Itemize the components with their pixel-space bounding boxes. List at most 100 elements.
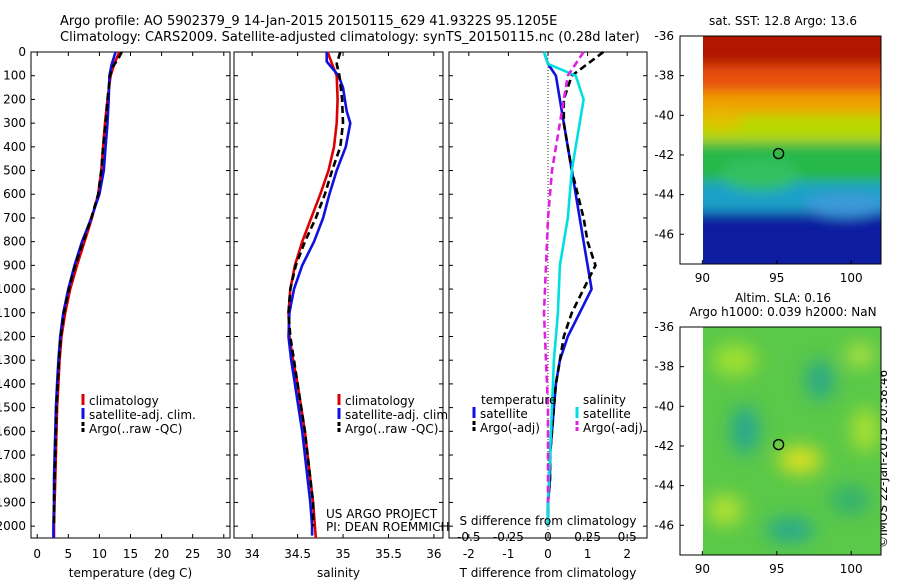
x-tick-label: 5 [64, 547, 72, 561]
sla-map-title-1: Altim. SLA: 0.16 [735, 291, 831, 305]
argo-location-marker [772, 438, 785, 451]
x-axis-label: T difference from climatology [459, 566, 637, 580]
sst-map-image [703, 36, 881, 264]
x-tick-label: 10 [92, 547, 107, 561]
map-x-tick-label: 100 [840, 562, 863, 576]
x-axis-label: salinity [317, 566, 360, 580]
y-tick-label: 1500 [0, 401, 26, 415]
temp-series-2 [52, 51, 123, 527]
s-axis-label: S difference from climatology [460, 514, 637, 528]
sla-map-image [703, 327, 881, 555]
map-y-tick-label: -40 [654, 108, 674, 122]
y-tick-label: 1000 [0, 282, 26, 296]
legend-label: Argo(..raw -QC) [345, 422, 438, 436]
y-tick-label: 1800 [0, 472, 26, 486]
map-x-tick-label: 95 [769, 562, 784, 576]
map-panel-2: 90 95 100 -36 -38 -40 -42 -44 -46 Altim. SLA: 0.1… [654, 291, 882, 576]
legend-label: satellite [480, 407, 528, 421]
profile-panel-2: 34 34.5 35 35.5 36 salinity climatologysatelli… [233, 51, 452, 580]
map-y-tick-label: -36 [654, 29, 674, 43]
x-tick-label: 36 [426, 547, 441, 561]
x-tick-label: 2 [623, 547, 631, 561]
x-tick-label: 20 [154, 547, 169, 561]
project-line-1: US ARGO PROJECT [326, 507, 438, 521]
map-panel-1: 90 95 100 -36 -38 -40 -42 -44 -46 sat. SST: 12.8 … [654, 14, 882, 285]
legend-label: Argo(-adj) [583, 421, 643, 435]
x-tick-label: 0 [33, 547, 41, 561]
sst-map-title: sat. SST: 12.8 Argo: 13.6 [709, 14, 857, 28]
map-y-tick-label: -46 [654, 518, 674, 532]
argo-location-marker [772, 147, 785, 160]
plot-frame [30, 51, 231, 539]
diff-series-2 [542, 51, 585, 527]
y-tick-label: 1900 [0, 495, 26, 509]
y-tick-label: 2000 [0, 519, 26, 533]
sal-series-1 [287, 52, 352, 536]
x-tick-label: 30 [216, 547, 231, 561]
legend-label: satellite-adj. clim. [89, 408, 196, 422]
profile-panel-3: -2 -1 0 1 2 T difference from climatology -0.5… [448, 50, 648, 580]
legend-label: climatology [345, 394, 415, 408]
s-tick-label: 0.25 [574, 530, 601, 544]
legend-label: Argo(-adj) [480, 421, 540, 435]
legend-label: satellite [583, 407, 631, 421]
x-tick-label: 0 [544, 547, 552, 561]
x-tick-label: 34 [245, 547, 260, 561]
y-tick-label: 1300 [0, 353, 26, 367]
map-x-tick-label: 90 [695, 271, 710, 285]
map-frame [679, 326, 882, 556]
sal-series-2 [287, 51, 345, 527]
y-tick-label: 600 [3, 187, 26, 201]
x-tick-label: 34.5 [284, 547, 311, 561]
x-tick-label: 25 [185, 547, 200, 561]
x-tick-label: 1 [584, 547, 592, 561]
map-y-tick-label: -42 [654, 439, 674, 453]
map-y-tick-label: -36 [654, 320, 674, 334]
map-y-tick-label: -44 [654, 188, 674, 202]
y-tick-label: 400 [3, 140, 26, 154]
map-y-tick-label: -38 [654, 69, 674, 83]
plot-frame [233, 51, 444, 539]
map-y-tick-label: -42 [654, 148, 674, 162]
diff-series-3 [542, 51, 585, 503]
s-tick-label: -0.25 [493, 530, 524, 544]
map-y-tick-label: -40 [654, 399, 674, 413]
x-axis-label: temperature (deg C) [69, 566, 192, 580]
s-tick-label: 0.5 [618, 530, 637, 544]
map-y-tick-label: -46 [654, 227, 674, 241]
sla-map-title-2: Argo h1000: 0.039 h2000: NaN [689, 305, 876, 319]
header-line-1: Argo profile: AO 5902379_9 14-Jan-2015 2… [60, 14, 558, 29]
map-frame [679, 35, 882, 265]
legend-title-salinity: salinity [583, 393, 626, 407]
y-tick-label: 900 [3, 258, 26, 272]
map-x-tick-label: 90 [695, 562, 710, 576]
y-tick-label: 1400 [0, 377, 26, 391]
x-tick-label: -2 [463, 547, 475, 561]
map-x-tick-label: 95 [769, 271, 784, 285]
map-x-tick-label: 100 [840, 271, 863, 285]
y-tick-label: 1700 [0, 448, 26, 462]
legend-label: climatology [89, 394, 159, 408]
header-line-2: Climatology: CARS2009. Satellite-adjuste… [60, 30, 640, 45]
project-line-2: PI: DEAN ROEMMICH [326, 520, 449, 534]
y-tick-label: 1100 [0, 306, 26, 320]
s-tick-label: -0.5 [457, 530, 480, 544]
x-tick-label: 15 [123, 547, 138, 561]
y-tick-label: 300 [3, 116, 26, 130]
y-tick-label: 500 [3, 164, 26, 178]
y-tick-label: 700 [3, 211, 26, 225]
y-tick-label: 800 [3, 235, 26, 249]
y-tick-label: 100 [3, 69, 26, 83]
s-tick-label: 0 [544, 530, 552, 544]
map-y-tick-label: -38 [654, 360, 674, 374]
y-tick-label: 1600 [0, 424, 26, 438]
profile-panel-1: 0 5 10 15 20 25 30 temperature (deg C) 0 100 200 30… [0, 45, 231, 580]
map-y-tick-label: -44 [654, 479, 674, 493]
legend-title-temperature: temperature [481, 393, 556, 407]
y-tick-label: 200 [3, 92, 26, 106]
x-tick-label: -1 [502, 547, 514, 561]
legend-label: satellite-adj. clim. [345, 408, 452, 422]
legend-label: Argo(..raw -QC) [89, 422, 182, 436]
x-tick-label: 35 [335, 547, 350, 561]
